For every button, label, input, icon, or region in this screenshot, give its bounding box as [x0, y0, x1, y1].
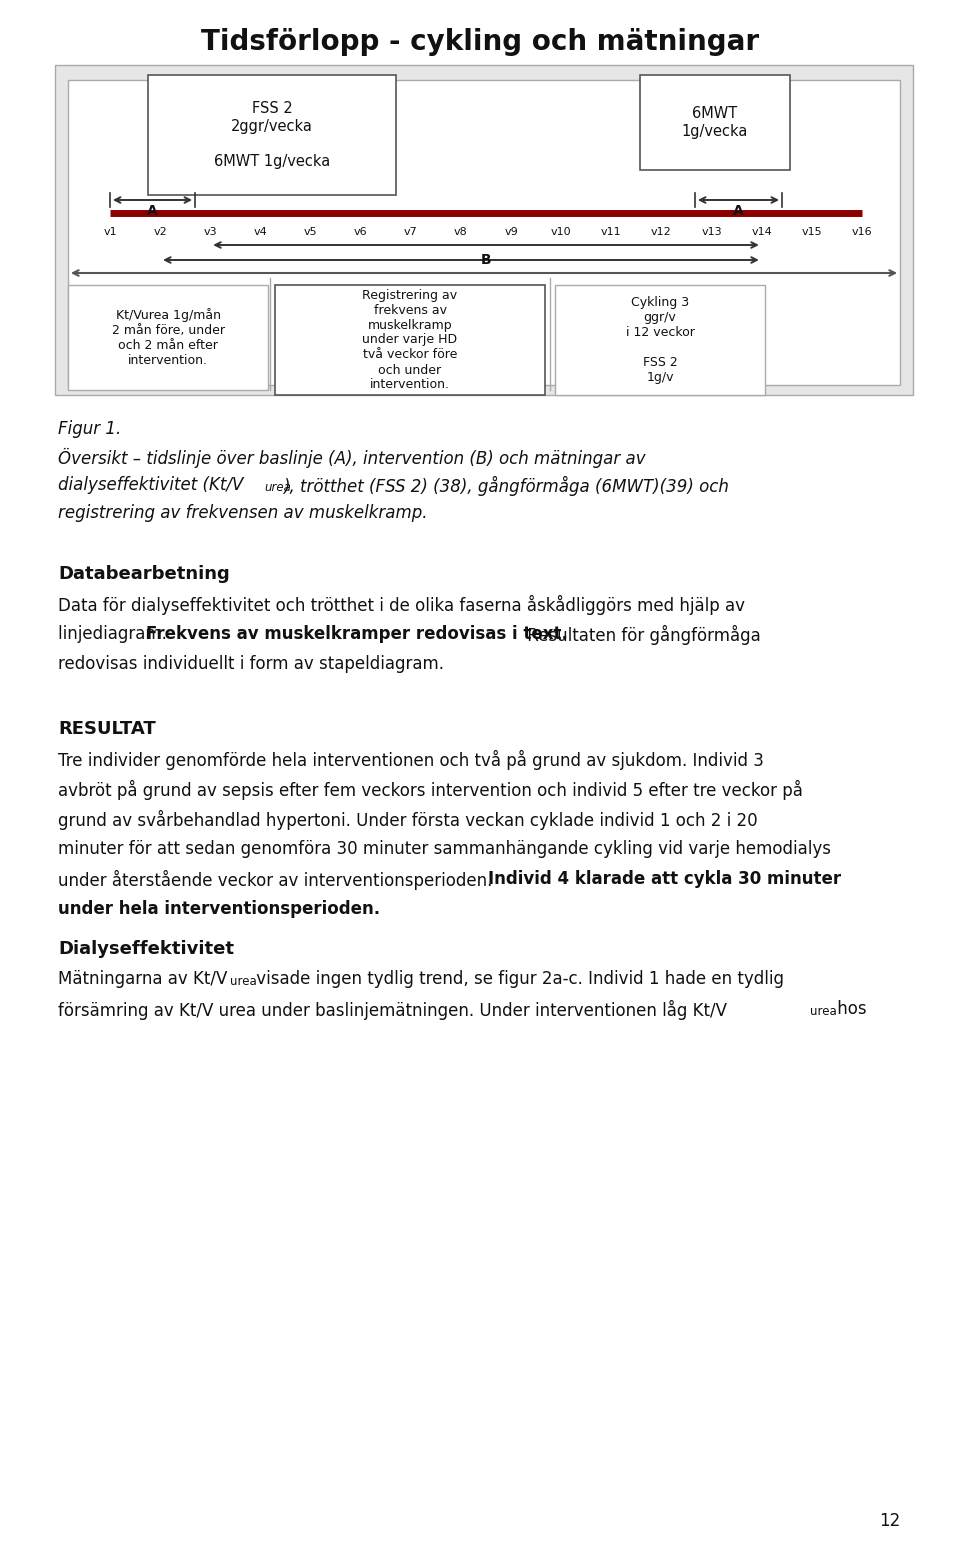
Text: Dialyseffektivitet: Dialyseffektivitet	[58, 940, 234, 958]
Text: v8: v8	[454, 227, 468, 238]
Bar	[555, 285, 765, 395]
Text: redovisas individuellt i form av stapeldiagram.: redovisas individuellt i form av stapeld…	[58, 654, 444, 673]
Bar	[68, 80, 900, 386]
Text: avbröt på grund av sepsis efter fem veckors intervention och individ 5 efter tre: avbröt på grund av sepsis efter fem veck…	[58, 781, 803, 801]
Text: 12: 12	[878, 1512, 900, 1531]
Text: v2: v2	[154, 227, 167, 238]
Text: Figur 1.: Figur 1.	[58, 420, 121, 438]
Text: urea: urea	[230, 975, 256, 988]
Text: registrering av frekvensen av muskelkramp.: registrering av frekvensen av muskelkram…	[58, 505, 427, 522]
Text: v12: v12	[651, 227, 672, 238]
Text: Tre individer genomförde hela interventionen och två på grund av sjukdom. Indivi: Tre individer genomförde hela interventi…	[58, 750, 764, 770]
Bar	[55, 65, 913, 395]
Text: försämring av Kt/V urea under baslinjemätningen. Under interventionen låg Kt/V: försämring av Kt/V urea under baslinjemä…	[58, 1000, 727, 1020]
Text: A: A	[147, 204, 157, 218]
Bar	[68, 285, 268, 390]
Text: Individ 4 klarade att cykla 30 minuter: Individ 4 klarade att cykla 30 minuter	[488, 870, 841, 889]
Text: Registrering av
frekvens av
muskelkramp
under varje HD
två veckor före
och under: Registrering av frekvens av muskelkramp …	[363, 289, 458, 392]
Text: Tidsförlopp - cykling och mätningar: Tidsförlopp - cykling och mätningar	[201, 28, 759, 56]
Bar	[275, 285, 545, 395]
Text: Frekvens av muskelkramper redovisas i text.: Frekvens av muskelkramper redovisas i te…	[146, 625, 568, 643]
Text: v5: v5	[303, 227, 318, 238]
Text: v15: v15	[802, 227, 822, 238]
Text: v3: v3	[204, 227, 217, 238]
Text: minuter för att sedan genomföra 30 minuter sammanhängande cykling vid varje hemo: minuter för att sedan genomföra 30 minut…	[58, 839, 831, 858]
Text: v13: v13	[702, 227, 722, 238]
Text: v9: v9	[504, 227, 518, 238]
Text: under återstående veckor av interventionsperioden.: under återstående veckor av intervention…	[58, 870, 497, 890]
Text: Kt/Vurea 1g/mån
2 mån före, under
och 2 mån efter
intervention.: Kt/Vurea 1g/mån 2 mån före, under och 2 …	[111, 309, 225, 367]
Text: Cykling 3
ggr/v
i 12 veckor

FSS 2
1g/v: Cykling 3 ggr/v i 12 veckor FSS 2 1g/v	[626, 296, 694, 384]
Text: hos: hos	[832, 1000, 867, 1018]
Bar	[640, 76, 790, 170]
Text: dialyseffektivitet (Kt/V: dialyseffektivitet (Kt/V	[58, 475, 244, 494]
Text: v1: v1	[103, 227, 117, 238]
Text: under hela interventionsperioden.: under hela interventionsperioden.	[58, 900, 380, 918]
Text: v4: v4	[253, 227, 267, 238]
Text: visade ingen tydlig trend, se figur 2a-c. Individ 1 hade en tydlig: visade ingen tydlig trend, se figur 2a-c…	[251, 971, 784, 988]
Text: Resultaten för gångförmåga: Resultaten för gångförmåga	[522, 625, 760, 645]
Text: v7: v7	[404, 227, 418, 238]
Text: v14: v14	[752, 227, 772, 238]
Text: v16: v16	[852, 227, 873, 238]
Text: urea: urea	[810, 1004, 837, 1018]
Bar	[148, 76, 396, 194]
Text: linjediagram.: linjediagram.	[58, 625, 172, 643]
Text: urea: urea	[264, 481, 291, 494]
Text: A: A	[732, 204, 743, 218]
Text: grund av svårbehandlad hypertoni. Under första veckan cyklade individ 1 och 2 i : grund av svårbehandlad hypertoni. Under …	[58, 810, 757, 830]
Text: Översikt – tidslinje över baslinje (A), intervention (B) och mätningar av: Översikt – tidslinje över baslinje (A), …	[58, 447, 646, 468]
Text: v10: v10	[551, 227, 571, 238]
Text: Databearbetning: Databearbetning	[58, 565, 229, 583]
Text: Data för dialyseffektivitet och trötthet i de olika faserna åskådliggörs med hjä: Data för dialyseffektivitet och trötthet…	[58, 596, 745, 616]
Text: 6MWT
1g/vecka: 6MWT 1g/vecka	[682, 106, 748, 139]
Text: v6: v6	[354, 227, 368, 238]
Text: v11: v11	[601, 227, 622, 238]
Text: RESULTAT: RESULTAT	[58, 721, 156, 738]
Text: Mätningarna av Kt/V: Mätningarna av Kt/V	[58, 971, 228, 988]
Text: FSS 2
2ggr/vecka

6MWT 1g/vecka: FSS 2 2ggr/vecka 6MWT 1g/vecka	[214, 102, 330, 168]
Text: B: B	[481, 253, 492, 267]
Text: ), trötthet (FSS 2) (38), gångförmåga (6MWT)(39) och: ), trötthet (FSS 2) (38), gångförmåga (6…	[283, 475, 729, 497]
